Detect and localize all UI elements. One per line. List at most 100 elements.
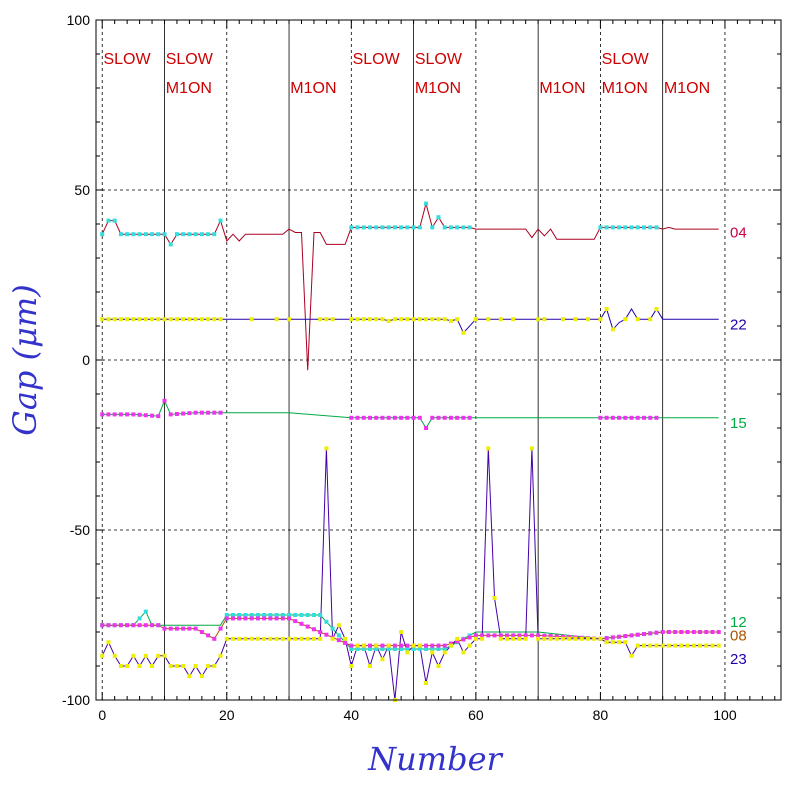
data-point-22 (249, 317, 254, 322)
y-axis-title: Gap (μm) (6, 284, 44, 435)
data-point-23 (561, 636, 566, 641)
data-point-12 (386, 647, 391, 651)
data-point-04 (392, 225, 397, 230)
data-point-04 (405, 225, 410, 230)
data-point-04 (424, 201, 429, 206)
data-point-04 (629, 225, 634, 230)
data-point-04 (430, 225, 435, 230)
data-point-04 (368, 225, 372, 230)
data-point-23 (660, 643, 665, 648)
data-point-22 (162, 317, 167, 322)
data-point-08 (174, 626, 179, 631)
data-point-08 (311, 627, 316, 632)
data-point-22 (623, 317, 628, 322)
y-tick-label: 50 (74, 182, 90, 198)
data-point-04 (100, 232, 105, 237)
series-line-22 (102, 307, 719, 334)
data-point-23 (361, 643, 366, 648)
data-point-12 (355, 647, 360, 651)
data-point-08 (399, 643, 404, 648)
data-point-22 (156, 317, 161, 322)
data-point-04 (106, 218, 111, 223)
data-point-23 (399, 630, 404, 634)
data-point-15 (143, 413, 148, 418)
data-point-12 (280, 613, 285, 617)
data-point-23 (617, 640, 622, 645)
data-point-04 (112, 218, 117, 223)
x-tick-label: 60 (468, 707, 484, 723)
data-point-04 (361, 225, 366, 230)
segment-label: SLOW (103, 51, 151, 68)
data-point-22 (473, 317, 478, 322)
data-point-12 (330, 626, 335, 631)
data-point-08 (274, 616, 279, 621)
data-point-12 (305, 613, 310, 617)
data-point-04 (598, 225, 603, 230)
data-point-04 (168, 242, 173, 247)
series-label-12: 12 (730, 614, 747, 631)
segment-label: M1ON (664, 80, 710, 97)
series-label-22: 22 (730, 316, 747, 333)
data-point-22 (392, 317, 397, 322)
data-point-23 (498, 636, 503, 641)
data-point-12 (399, 647, 404, 651)
data-point-08 (442, 643, 447, 648)
marker-layer (100, 201, 721, 702)
data-point-23 (199, 674, 204, 679)
data-point-08 (498, 633, 503, 638)
data-point-15 (654, 415, 659, 420)
data-point-08 (343, 640, 348, 645)
data-point-12 (143, 609, 148, 614)
data-point-04 (150, 232, 155, 237)
series-label-04: 04 (730, 225, 747, 242)
data-point-04 (399, 225, 404, 230)
data-point-08 (698, 630, 703, 634)
data-point-15 (467, 415, 472, 420)
data-point-15 (399, 415, 404, 420)
data-point-15 (455, 415, 460, 420)
data-point-23 (249, 636, 254, 641)
data-point-08 (137, 623, 142, 628)
data-point-04 (411, 225, 416, 230)
data-point-22 (218, 317, 223, 322)
data-point-22 (380, 317, 385, 322)
data-point-08 (112, 623, 117, 628)
data-point-04 (181, 232, 186, 237)
data-point-23 (280, 636, 285, 641)
x-axis-title: Number (367, 740, 503, 778)
data-point-12 (368, 647, 372, 651)
data-point-08 (243, 616, 248, 621)
data-point-12 (417, 647, 422, 651)
data-point-08 (199, 630, 204, 634)
data-point-22 (436, 317, 441, 322)
data-point-22 (361, 317, 366, 322)
data-point-22 (648, 317, 653, 322)
data-point-12 (268, 613, 273, 617)
data-point-08 (623, 634, 628, 639)
data-point-04 (461, 225, 466, 230)
data-point-08 (268, 616, 273, 621)
data-point-22 (424, 317, 429, 322)
data-point-23 (150, 664, 155, 668)
data-point-08 (610, 635, 615, 640)
data-point-22 (131, 317, 136, 322)
data-point-15 (206, 410, 211, 415)
data-point-23 (268, 636, 273, 641)
data-point-23 (573, 636, 578, 641)
y-tick-label: 0 (82, 352, 90, 368)
data-point-04 (218, 218, 223, 223)
data-point-08 (293, 619, 298, 624)
data-point-04 (131, 232, 136, 237)
data-point-23 (187, 674, 192, 679)
segment-label: SLOW (353, 51, 401, 68)
data-point-23 (473, 636, 478, 641)
data-point-15 (212, 410, 217, 415)
data-point-15 (642, 415, 646, 420)
data-point-23 (355, 643, 360, 648)
data-point-15 (106, 412, 111, 417)
data-point-12 (349, 647, 354, 651)
series-line-04 (101, 201, 719, 371)
data-point-23 (480, 636, 485, 641)
data-point-23 (100, 653, 105, 658)
data-point-23 (305, 636, 310, 641)
